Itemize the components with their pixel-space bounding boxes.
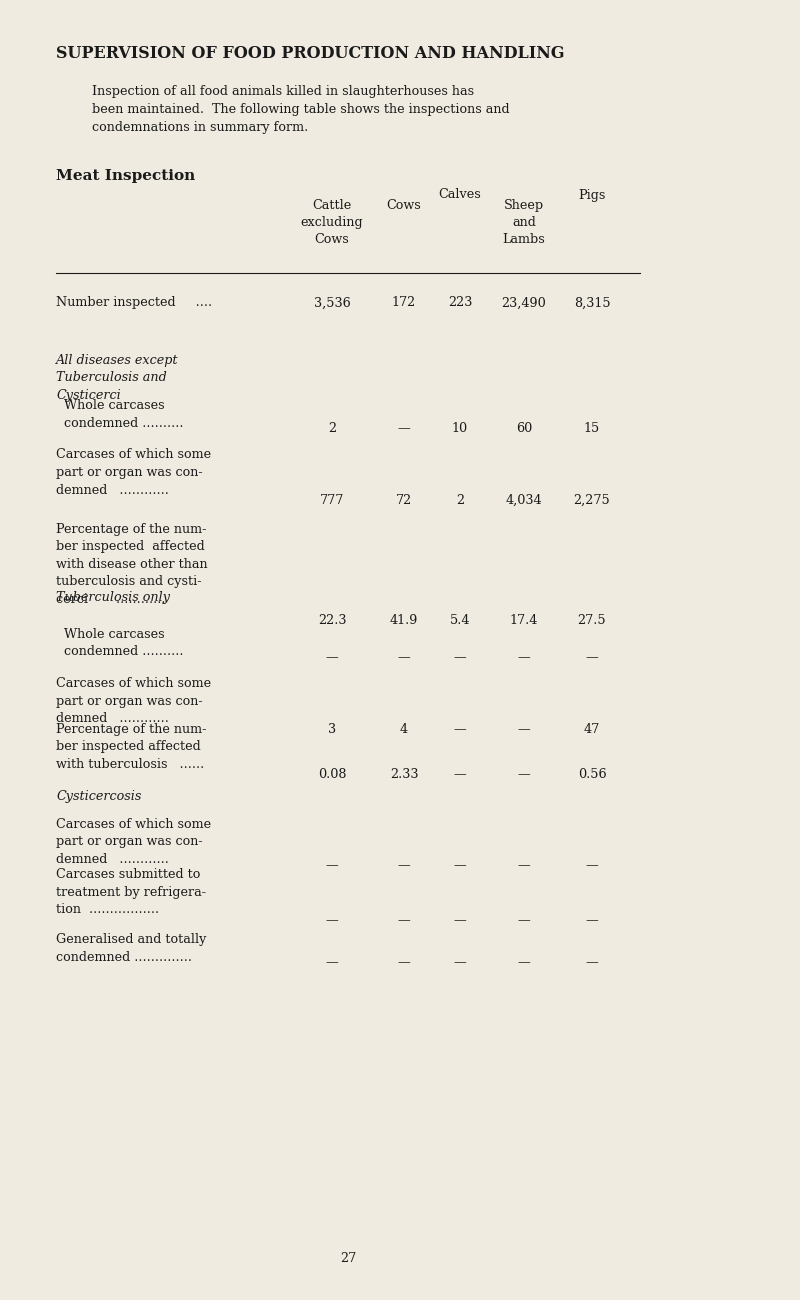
Text: —: — bbox=[326, 957, 338, 970]
Text: —: — bbox=[518, 914, 530, 927]
Text: —: — bbox=[586, 914, 598, 927]
Text: Meat Inspection: Meat Inspection bbox=[56, 169, 195, 183]
Text: —: — bbox=[518, 723, 530, 736]
Text: —: — bbox=[586, 858, 598, 871]
Text: 47: 47 bbox=[584, 723, 600, 736]
Text: 17.4: 17.4 bbox=[510, 614, 538, 627]
Text: 15: 15 bbox=[584, 421, 600, 434]
Text: —: — bbox=[454, 768, 466, 781]
Text: Carcases submitted to
treatment by refrigera-
tion  .................: Carcases submitted to treatment by refri… bbox=[56, 868, 206, 916]
Text: 23,490: 23,490 bbox=[502, 296, 546, 309]
Text: 72: 72 bbox=[396, 494, 412, 507]
Text: Cows: Cows bbox=[386, 199, 422, 212]
Text: —: — bbox=[586, 650, 598, 663]
Text: —: — bbox=[518, 768, 530, 781]
Text: Cattle
excluding
Cows: Cattle excluding Cows bbox=[301, 199, 363, 246]
Text: All diseases except
Tuberculosis and
Cysticerci: All diseases except Tuberculosis and Cys… bbox=[56, 354, 178, 402]
Text: 4,034: 4,034 bbox=[506, 494, 542, 507]
Text: Carcases of which some
part or organ was con-
demned   ............: Carcases of which some part or organ was… bbox=[56, 448, 211, 497]
Text: 777: 777 bbox=[320, 494, 344, 507]
Text: —: — bbox=[454, 723, 466, 736]
Text: Generalised and totally
condemned ..............: Generalised and totally condemned ......… bbox=[56, 933, 206, 963]
Text: —: — bbox=[326, 650, 338, 663]
Text: —: — bbox=[326, 914, 338, 927]
Text: 3: 3 bbox=[328, 723, 336, 736]
Text: 41.9: 41.9 bbox=[390, 614, 418, 627]
Text: 60: 60 bbox=[516, 421, 532, 434]
Text: Percentage of the num-
ber inspected affected
with tuberculosis   ......: Percentage of the num- ber inspected aff… bbox=[56, 723, 206, 771]
Text: Percentage of the num-
ber inspected  affected
with disease other than
tuberculo: Percentage of the num- ber inspected aff… bbox=[56, 523, 208, 606]
Text: Tuberculosis only: Tuberculosis only bbox=[56, 592, 170, 604]
Text: 0.08: 0.08 bbox=[318, 768, 346, 781]
Text: —: — bbox=[586, 957, 598, 970]
Text: 5.4: 5.4 bbox=[450, 614, 470, 627]
Text: 27: 27 bbox=[340, 1252, 356, 1265]
Text: 2.33: 2.33 bbox=[390, 768, 418, 781]
Text: —: — bbox=[326, 858, 338, 871]
Text: —: — bbox=[518, 858, 530, 871]
Text: —: — bbox=[454, 650, 466, 663]
Text: 2: 2 bbox=[456, 494, 464, 507]
Text: Inspection of all food animals killed in slaughterhouses has
been maintained.  T: Inspection of all food animals killed in… bbox=[92, 84, 510, 134]
Text: —: — bbox=[398, 914, 410, 927]
Text: Pigs: Pigs bbox=[578, 188, 606, 202]
Text: Sheep
and
Lambs: Sheep and Lambs bbox=[502, 199, 546, 246]
Text: —: — bbox=[454, 957, 466, 970]
Text: 2,275: 2,275 bbox=[574, 494, 610, 507]
Text: Carcases of which some
part or organ was con-
demned   ............: Carcases of which some part or organ was… bbox=[56, 677, 211, 725]
Text: SUPERVISION OF FOOD PRODUCTION AND HANDLING: SUPERVISION OF FOOD PRODUCTION AND HANDL… bbox=[56, 46, 565, 62]
Text: 4: 4 bbox=[400, 723, 408, 736]
Text: —: — bbox=[518, 650, 530, 663]
Text: —: — bbox=[454, 914, 466, 927]
Text: —: — bbox=[518, 957, 530, 970]
Text: 3,536: 3,536 bbox=[314, 296, 350, 309]
Text: 8,315: 8,315 bbox=[574, 296, 610, 309]
Text: Whole carcases
  condemned ..........: Whole carcases condemned .......... bbox=[56, 628, 183, 658]
Text: Whole carcases
  condemned ..........: Whole carcases condemned .......... bbox=[56, 399, 183, 429]
Text: 172: 172 bbox=[392, 296, 416, 309]
Text: Calves: Calves bbox=[438, 188, 482, 202]
Text: —: — bbox=[398, 858, 410, 871]
Text: 0.56: 0.56 bbox=[578, 768, 606, 781]
Text: Carcases of which some
part or organ was con-
demned   ............: Carcases of which some part or organ was… bbox=[56, 818, 211, 866]
Text: 27.5: 27.5 bbox=[578, 614, 606, 627]
Text: —: — bbox=[454, 858, 466, 871]
Text: Number inspected     ....: Number inspected .... bbox=[56, 296, 212, 309]
Text: 22.3: 22.3 bbox=[318, 614, 346, 627]
Text: —: — bbox=[398, 957, 410, 970]
Text: 2: 2 bbox=[328, 421, 336, 434]
Text: Cysticercosis: Cysticercosis bbox=[56, 790, 142, 803]
Text: —: — bbox=[398, 650, 410, 663]
Text: —: — bbox=[398, 421, 410, 434]
Text: 223: 223 bbox=[448, 296, 472, 309]
Text: 10: 10 bbox=[452, 421, 468, 434]
